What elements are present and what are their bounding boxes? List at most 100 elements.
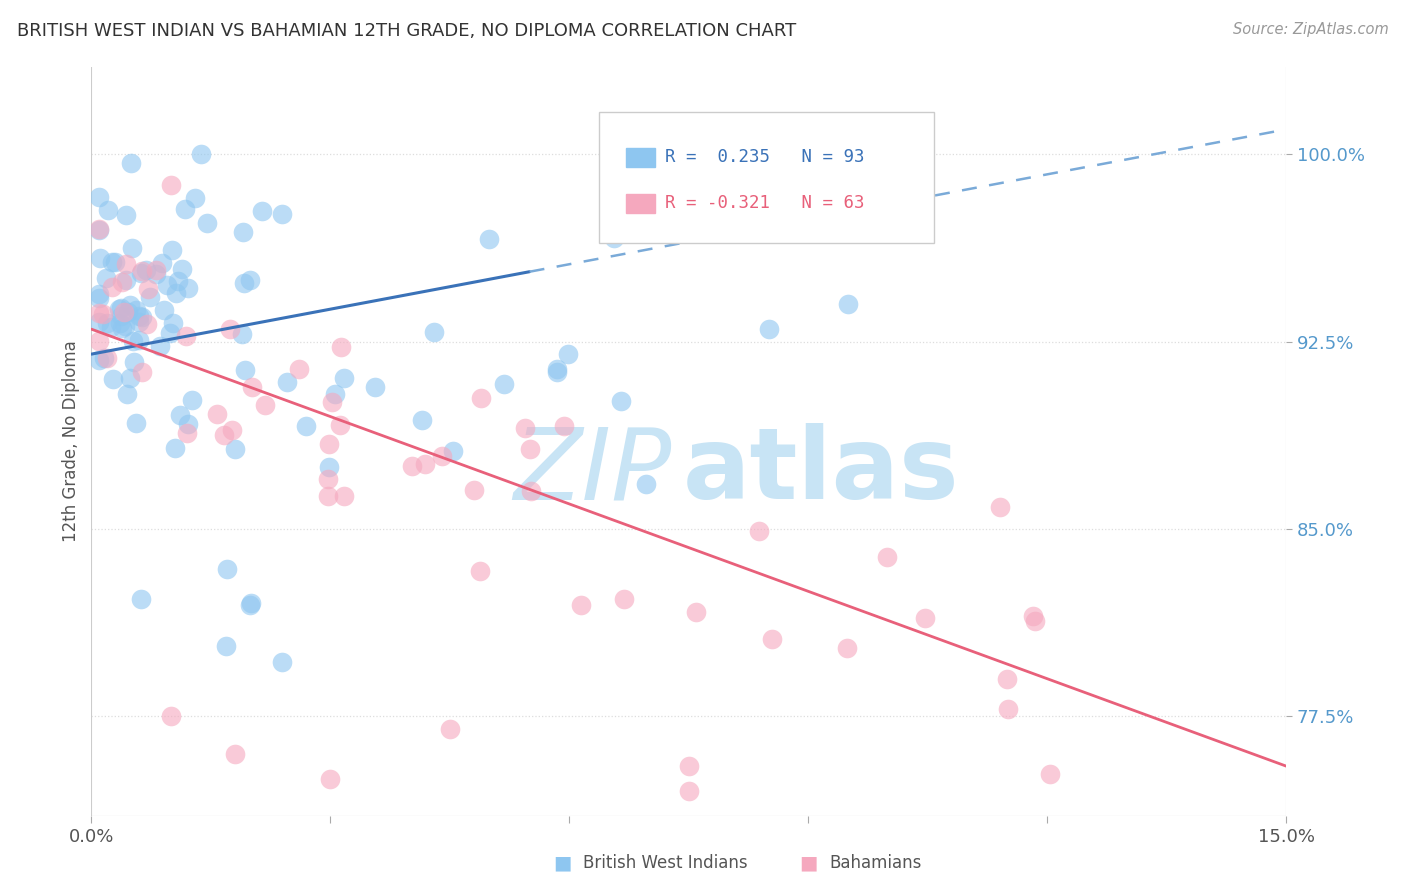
Point	[110, 301, 132, 315]
Y-axis label: 12th Grade, No Diploma: 12th Grade, No Diploma	[62, 341, 80, 542]
Point	[169, 408, 191, 422]
Point	[685, 605, 707, 619]
Point	[231, 326, 253, 341]
Point	[546, 362, 568, 376]
Point	[988, 500, 1011, 515]
Point	[129, 591, 152, 606]
Text: ■: ■	[553, 854, 572, 872]
Point	[678, 784, 700, 798]
Point	[136, 282, 159, 296]
Point	[121, 334, 143, 348]
Point	[149, 339, 172, 353]
FancyBboxPatch shape	[599, 112, 934, 243]
Text: R = -0.321   N = 63: R = -0.321 N = 63	[665, 194, 865, 212]
Point	[162, 317, 184, 331]
Point	[519, 442, 541, 456]
Point	[195, 216, 218, 230]
Point	[89, 190, 111, 204]
Point	[131, 365, 153, 379]
Point	[1076, 847, 1098, 861]
Point	[319, 772, 342, 786]
Point	[114, 208, 136, 222]
Point	[160, 178, 183, 192]
Text: BRITISH WEST INDIAN VS BAHAMIAN 12TH GRADE, NO DIPLOMA CORRELATION CHART: BRITISH WEST INDIAN VS BAHAMIAN 12TH GRA…	[17, 22, 796, 40]
Bar	[626, 148, 655, 167]
Point	[515, 420, 537, 434]
Point	[233, 277, 256, 291]
Point	[401, 459, 423, 474]
Point	[89, 352, 111, 367]
Point	[242, 380, 264, 394]
Point	[115, 387, 138, 401]
Point	[323, 386, 346, 401]
Point	[128, 315, 150, 329]
Point	[101, 255, 124, 269]
Point	[224, 747, 246, 761]
Point	[176, 426, 198, 441]
Text: Bahamians: Bahamians	[830, 855, 922, 872]
Point	[997, 702, 1019, 716]
Point	[97, 203, 120, 218]
Point	[120, 156, 142, 170]
Point	[174, 328, 197, 343]
Point	[160, 709, 183, 723]
Point	[89, 287, 111, 301]
Point	[112, 305, 135, 319]
Point	[271, 207, 294, 221]
Point	[271, 655, 294, 669]
Point	[131, 264, 153, 278]
Point	[104, 255, 127, 269]
Point	[145, 267, 167, 281]
Point	[89, 334, 111, 348]
Point	[546, 365, 568, 379]
Point	[125, 303, 148, 318]
Point	[233, 363, 256, 377]
Point	[156, 278, 179, 293]
Point	[96, 316, 118, 330]
Text: Source: ZipAtlas.com: Source: ZipAtlas.com	[1233, 22, 1389, 37]
Point	[470, 391, 492, 405]
Point	[177, 417, 200, 432]
Point	[240, 596, 263, 610]
Point	[318, 472, 340, 486]
Point	[478, 847, 501, 861]
Point	[101, 280, 124, 294]
Point	[995, 672, 1018, 686]
Point	[316, 489, 339, 503]
Point	[89, 222, 111, 236]
Point	[135, 263, 157, 277]
Point	[478, 232, 501, 246]
Point	[89, 291, 111, 305]
Point	[110, 316, 132, 330]
Point	[494, 376, 516, 391]
Point	[463, 483, 485, 498]
Point	[131, 310, 153, 325]
Point	[115, 273, 138, 287]
Point	[321, 395, 343, 409]
Point	[294, 419, 316, 434]
Point	[118, 298, 141, 312]
Point	[221, 423, 243, 437]
Text: ZIP: ZIP	[513, 423, 671, 520]
Point	[288, 362, 311, 376]
Point	[609, 394, 631, 409]
Text: ■: ■	[799, 854, 818, 872]
Point	[190, 147, 212, 161]
Point	[747, 524, 769, 538]
Point	[166, 274, 188, 288]
Point	[111, 321, 134, 335]
Point	[250, 203, 273, 218]
Point	[423, 325, 446, 339]
Point	[876, 549, 898, 564]
Point	[439, 722, 461, 736]
Point	[1038, 767, 1060, 781]
Point	[165, 285, 187, 300]
Point	[553, 419, 575, 434]
Point	[89, 306, 111, 320]
Point	[93, 351, 115, 366]
Point	[569, 599, 592, 613]
Point	[177, 281, 200, 295]
Point	[613, 592, 636, 607]
Point	[415, 457, 437, 471]
Point	[111, 275, 134, 289]
